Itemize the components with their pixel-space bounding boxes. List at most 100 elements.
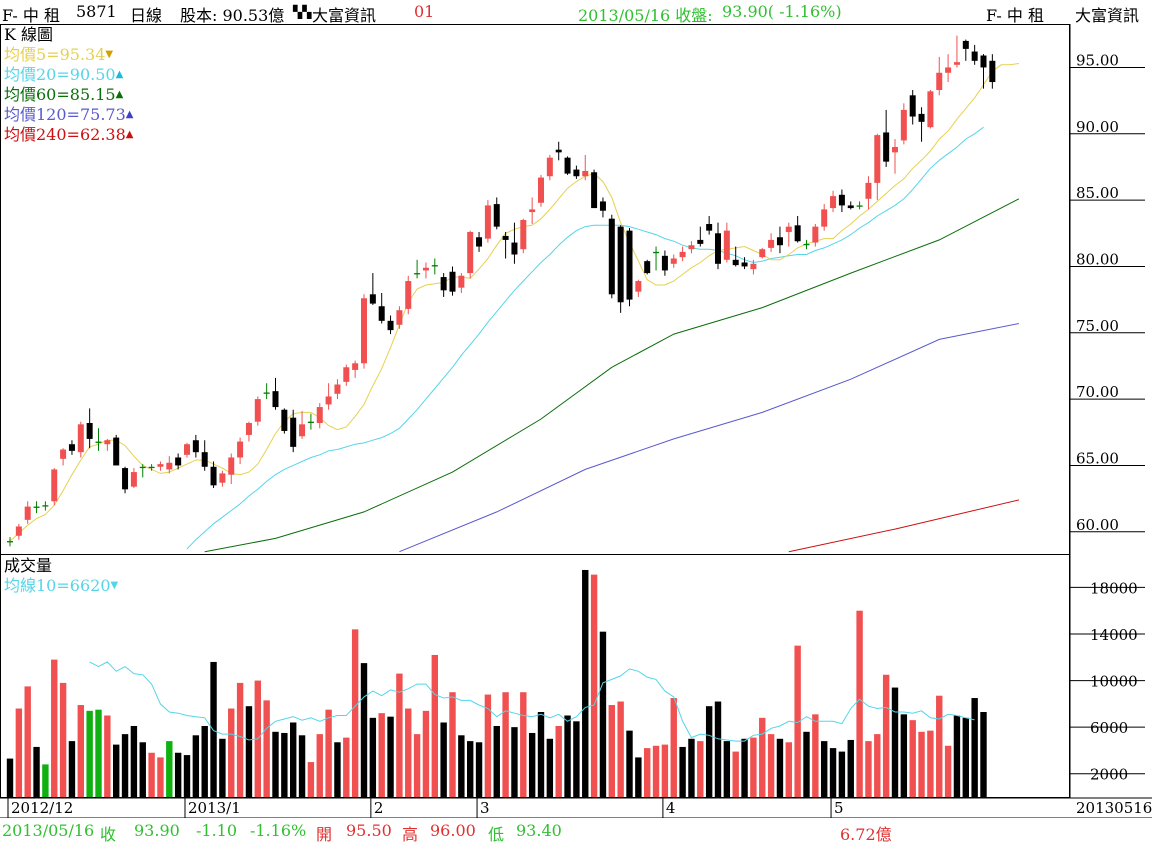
candle-body	[467, 231, 474, 274]
volume-tick-label: 6000	[1090, 719, 1128, 737]
ma-value: =90.50	[56, 65, 116, 84]
candle-body	[723, 230, 730, 260]
candle-body	[785, 226, 792, 232]
candle	[546, 155, 553, 181]
price-tick-label: 90.00	[1076, 118, 1119, 136]
candle-body	[166, 462, 173, 470]
volume-pane[interactable]: 成交量 均線10=6620▼	[0, 554, 1070, 798]
candle	[865, 176, 872, 210]
ma-arrow: ▲	[125, 109, 134, 120]
candle-body	[272, 391, 279, 408]
period-label: 日線	[130, 6, 163, 25]
date-tick-label: 5	[834, 799, 844, 817]
candle-body	[538, 177, 544, 203]
candle-body	[564, 157, 571, 174]
candle-body	[245, 422, 252, 435]
candle	[962, 39, 969, 61]
candle	[378, 292, 385, 324]
candle-body	[812, 226, 819, 243]
candle	[467, 230, 474, 279]
date-close-label: 2013/05/16 收盤:	[578, 6, 713, 25]
candle	[945, 54, 952, 83]
candle-body	[95, 441, 102, 443]
ma-label: 均價5	[4, 45, 47, 64]
candle-body	[989, 60, 996, 83]
candle-body	[953, 62, 960, 65]
ma-legend-item: 均價60=85.15▲	[4, 85, 123, 105]
candle-body	[184, 444, 190, 455]
candle	[431, 258, 438, 275]
candle	[290, 409, 297, 453]
candle	[405, 275, 412, 315]
candle-body	[352, 363, 359, 370]
candle	[484, 200, 491, 243]
candle	[883, 109, 890, 167]
candle	[245, 421, 252, 442]
candle-body	[68, 444, 75, 451]
candle	[582, 155, 589, 181]
candle-body	[617, 226, 624, 303]
candle	[759, 247, 766, 259]
candle	[927, 90, 934, 129]
kline-title: K 線圖	[4, 25, 54, 44]
candle	[573, 165, 580, 179]
kline-pane[interactable]: K 線圖 均價5=95.34▼ 均價20=90.50▲ 均價60=85.15▲ 均價1…	[0, 24, 1070, 555]
candle-body	[732, 259, 739, 266]
volume-tick-label: 2000	[1090, 766, 1128, 784]
close-value: 93.90( -1.16%)	[722, 2, 842, 21]
candle	[24, 501, 31, 524]
candle	[706, 216, 713, 235]
candle-body	[520, 220, 527, 250]
candle-body	[361, 298, 367, 364]
source-label: 大富資訊	[312, 6, 377, 25]
volume-title: 成交量	[4, 556, 53, 575]
candle	[679, 246, 686, 262]
ma60-line	[204, 198, 1020, 553]
candle	[520, 218, 527, 254]
candle	[361, 294, 367, 369]
candle-body	[387, 320, 394, 331]
candle-body	[157, 464, 164, 467]
candle	[369, 273, 376, 305]
footer-open: 95.50	[346, 821, 392, 840]
footer-bar: 2013/05/16 收 93.90 -1.10 -1.16% 開 95.50 …	[0, 818, 1152, 844]
candle-body	[24, 506, 31, 520]
candle	[892, 139, 898, 174]
candle	[723, 222, 730, 263]
candle	[299, 411, 306, 439]
candle-body	[414, 273, 421, 275]
ma-label: 均價240	[4, 125, 67, 144]
candle	[591, 169, 598, 209]
candle	[387, 315, 394, 335]
candle-body	[883, 132, 890, 162]
footer-open-label: 開	[316, 825, 333, 844]
candle	[263, 383, 270, 400]
ma-value: =62.38	[66, 125, 126, 144]
volume-tick-label: 14000	[1090, 626, 1138, 644]
candle	[697, 226, 704, 247]
candle	[980, 54, 987, 89]
candle-body	[847, 205, 854, 209]
candle-body	[591, 172, 598, 209]
volume-ma-value: =6620	[56, 576, 111, 595]
candle-body	[936, 72, 943, 91]
candle-body	[122, 468, 129, 490]
candle-body	[502, 235, 509, 240]
candle	[511, 222, 518, 264]
candle	[900, 103, 907, 145]
candle	[502, 231, 509, 259]
candle	[15, 523, 22, 540]
candle	[130, 468, 137, 488]
candle	[104, 438, 111, 451]
candle	[68, 440, 75, 455]
candle-body	[33, 506, 40, 508]
volume-ma-legend: 均線10=6620▼	[4, 576, 118, 596]
candle-body	[237, 441, 244, 458]
candle-body	[653, 251, 660, 254]
candle-body	[838, 194, 845, 206]
candle-body	[369, 294, 376, 304]
candle-body	[210, 466, 217, 486]
candle	[768, 233, 775, 252]
candle	[653, 246, 660, 271]
candle-body	[148, 466, 155, 469]
